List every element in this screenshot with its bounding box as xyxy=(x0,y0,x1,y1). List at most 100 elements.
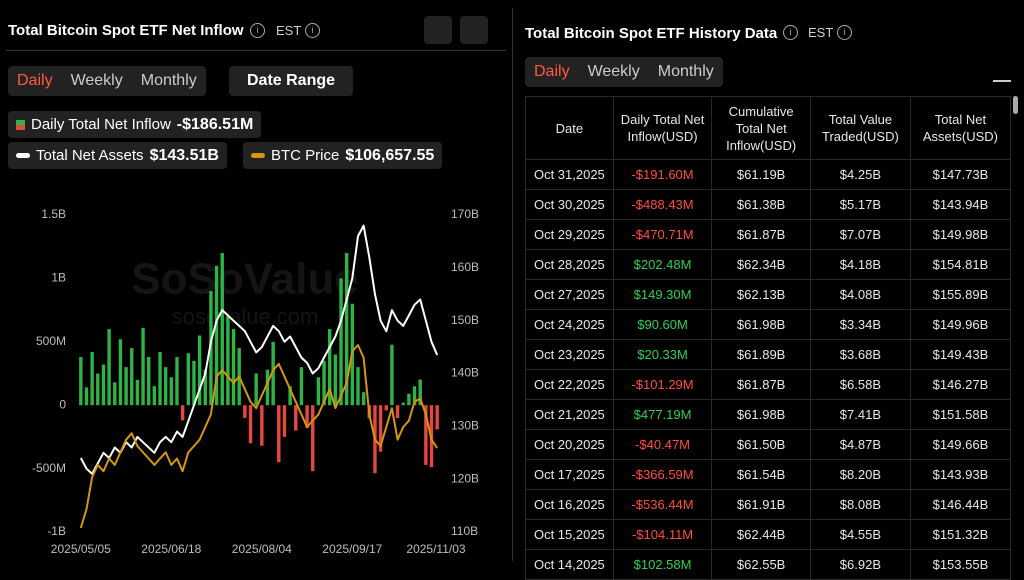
table-cell: $143.93B xyxy=(909,459,1012,490)
chart: SoSoValue sosovalue.com -1B -500M 0 500M 1B 1… xyxy=(32,207,479,556)
bar xyxy=(435,405,439,430)
legend-item[interactable]: BTC Price $106,657.55 xyxy=(243,142,443,169)
table-cell: $151.58B xyxy=(909,399,1012,430)
tab[interactable]: Weekly xyxy=(70,72,123,89)
table-cell: Oct 24,2025 xyxy=(525,309,614,340)
bar xyxy=(152,386,157,406)
table-cell: -$488.43M xyxy=(612,189,713,220)
y2-tick-label: 170B xyxy=(451,207,479,221)
column-header: Daily Total Net Inflow(USD) xyxy=(612,96,713,160)
table-cell: $151.32B xyxy=(909,519,1012,550)
y-tick-label: 500M xyxy=(36,334,66,348)
header-row: Date Daily Total Net Inflow(USD) Cumulativ… xyxy=(525,96,1012,160)
tab[interactable]: Monthly xyxy=(140,72,197,89)
table-cell: $149.43B xyxy=(909,339,1012,370)
table-cell: Oct 23,2025 xyxy=(525,339,614,370)
table-cell: $149.98B xyxy=(909,219,1012,250)
table-row: Oct 31,2025 -$191.60M $61.19B $4.25B $147.73… xyxy=(525,159,1012,190)
table-cell: Oct 20,2025 xyxy=(525,429,614,460)
tab[interactable]: Monthly xyxy=(657,63,714,80)
table-cell: $4.87B xyxy=(809,429,911,460)
table-cell: $7.07B xyxy=(809,219,911,250)
bar xyxy=(395,405,400,419)
table-cell: $146.44B xyxy=(909,489,1012,520)
bar xyxy=(311,405,315,472)
bar xyxy=(339,278,343,406)
table-cell: $6.58B xyxy=(809,369,911,400)
fullscreen-button[interactable] xyxy=(424,16,452,44)
table-cell: $61.87B xyxy=(711,369,811,400)
tab[interactable]: Weekly xyxy=(587,63,640,80)
download-button[interactable] xyxy=(993,62,1011,82)
bar xyxy=(356,367,360,406)
scrollbar[interactable] xyxy=(1013,96,1018,114)
bar xyxy=(209,291,213,406)
table-cell: $4.25B xyxy=(809,159,911,190)
table-cell: $149.66B xyxy=(909,429,1012,460)
table-cell: $3.68B xyxy=(809,339,911,370)
bar xyxy=(328,329,332,406)
info-icon[interactable]: i xyxy=(305,23,320,38)
bar xyxy=(220,253,224,406)
table-cell: $61.19B xyxy=(711,159,811,190)
table-cell: $61.98B xyxy=(711,399,811,430)
table-row: Oct 29,2025 -$470.71M $61.87B $7.07B $149.98… xyxy=(525,219,1012,250)
table-row: Oct 27,2025 $149.30M $62.13B $4.08B $155.89B xyxy=(525,279,1012,310)
table-cell: $102.58M xyxy=(612,549,713,580)
bar xyxy=(378,405,383,452)
right-panel: Total Bitcoin Spot ETF History Data i ES… xyxy=(515,0,1024,580)
bar xyxy=(147,357,151,406)
table-cell: $62.55B xyxy=(711,549,811,580)
bar xyxy=(214,265,219,406)
table-row: Oct 30,2025 -$488.43M $61.38B $5.17B $143.94… xyxy=(525,189,1012,220)
info-icon[interactable]: i xyxy=(837,25,852,40)
table-cell: $62.13B xyxy=(711,279,811,310)
tab[interactable]: Daily xyxy=(17,72,53,89)
table-cell: $61.50B xyxy=(711,429,811,460)
info-icon[interactable]: i xyxy=(783,25,798,40)
column-header: Cumulative Total Net Inflow(USD) xyxy=(711,96,811,160)
bar xyxy=(418,379,422,406)
column-header: Total Net Assets(USD) xyxy=(909,96,1012,160)
tab[interactable]: Daily xyxy=(534,63,570,80)
bar xyxy=(316,377,321,406)
table-cell: Oct 30,2025 xyxy=(525,189,614,220)
table-cell: $147.73B xyxy=(909,159,1012,190)
table-cell: $146.27B xyxy=(909,369,1012,400)
legend-item[interactable]: Total Net Assets $143.51B xyxy=(8,142,227,169)
date-range-button[interactable]: Date Range xyxy=(229,66,354,96)
info-icon[interactable]: i xyxy=(250,23,265,38)
bar xyxy=(243,405,247,418)
x-tick-label: 2025/05/05 xyxy=(51,542,111,556)
table-row: Oct 28,2025 $202.48M $62.34B $4.18B $154.81B xyxy=(525,249,1012,280)
table-cell: Oct 27,2025 xyxy=(525,279,614,310)
table-cell: Oct 28,2025 xyxy=(525,249,614,280)
bar xyxy=(390,344,394,406)
x-tick-label: 2025/08/04 xyxy=(232,542,292,556)
column-header: Date xyxy=(525,96,614,160)
bar xyxy=(141,327,145,406)
bar xyxy=(203,369,207,406)
table-cell: $143.94B xyxy=(909,189,1012,220)
y2-tick-label: 110B xyxy=(451,524,478,538)
left-panel: Total Bitcoin Spot ETF Net Inflow i EST … xyxy=(0,0,510,561)
table-cell: $8.20B xyxy=(809,459,911,490)
table-cell: $4.55B xyxy=(809,519,911,550)
table-cell: $62.44B xyxy=(711,519,811,550)
table-row: Oct 23,2025 $20.33M $61.89B $3.68B $149.43B xyxy=(525,339,1012,370)
legend-item[interactable]: Daily Total Net Inflow -$186.51M xyxy=(8,111,262,138)
table-cell: -$536.44M xyxy=(612,489,713,520)
bar xyxy=(384,405,388,411)
table-cell: Oct 29,2025 xyxy=(525,219,614,250)
divider xyxy=(6,50,506,51)
table-cell: Oct 22,2025 xyxy=(525,369,614,400)
bar xyxy=(197,335,202,406)
line xyxy=(79,224,439,475)
y-tick-label: 1.5B xyxy=(41,207,66,221)
table-cell: $62.34B xyxy=(711,249,811,280)
share-button[interactable] xyxy=(460,16,488,44)
bar xyxy=(169,377,174,406)
table-cell: Oct 31,2025 xyxy=(525,159,614,190)
table-cell: $477.19M xyxy=(612,399,713,430)
bar xyxy=(271,341,275,406)
